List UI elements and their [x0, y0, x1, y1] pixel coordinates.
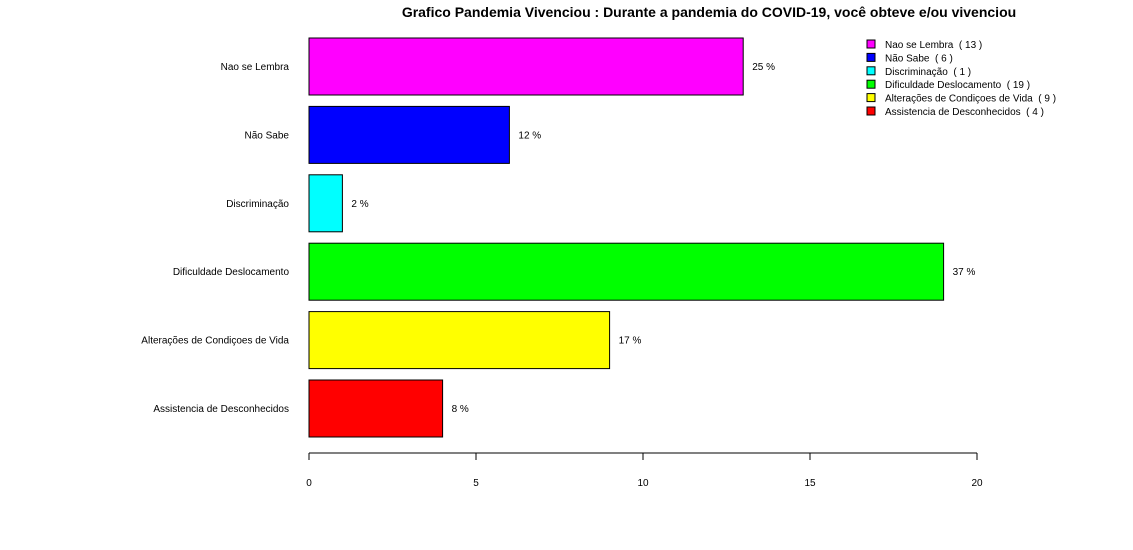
category-label: Não Sabe: [245, 130, 290, 141]
data-label: 17 %: [619, 336, 642, 347]
bar: [308, 105, 510, 164]
bar: [308, 37, 744, 96]
bar: [308, 174, 343, 233]
category-label: Nao se Lembra: [221, 62, 290, 73]
bar: [308, 311, 611, 370]
x-axis: 0 5 10 15 20: [306, 452, 983, 489]
chart-title: Grafico Pandemia Vivenciou : Durante a p…: [402, 4, 1016, 20]
data-label: 12 %: [518, 130, 541, 141]
category-label: Discriminação: [226, 199, 289, 210]
legend-label: Não Sabe ( 6 ): [885, 53, 953, 64]
legend-label: Alterações de Condiçoes de Vida ( 9 ): [885, 94, 1056, 105]
x-tick-label: 5: [473, 478, 479, 489]
legend-label: Dificuldade Deslocamento ( 19 ): [885, 80, 1030, 91]
x-tick-label: 10: [637, 478, 649, 489]
x-tick-label: 0: [306, 478, 312, 489]
legend-swatch: [866, 79, 876, 89]
legend-swatch: [866, 66, 876, 76]
legend-label: Discriminação ( 1 ): [885, 67, 971, 78]
data-label: 37 %: [953, 267, 976, 278]
legend-swatch: [866, 93, 876, 103]
x-tick-label: 15: [804, 478, 816, 489]
legend-label: Nao se Lembra ( 13 ): [885, 40, 982, 51]
data-label: 2 %: [351, 199, 368, 210]
legend-label: Assistencia de Desconhecidos ( 4 ): [885, 107, 1044, 118]
category-label: Assistencia de Desconhecidos: [153, 404, 289, 415]
legend-swatch: [866, 106, 876, 116]
category-label: Alterações de Condiçoes de Vida: [141, 336, 289, 347]
bar: [308, 379, 444, 438]
bar: [308, 242, 945, 301]
data-label: 25 %: [752, 62, 775, 73]
category-label: Dificuldade Deslocamento: [173, 267, 290, 278]
legend-swatch: [866, 52, 876, 62]
plot-area: Nao se Lembra 25 % Não Sabe 12 % Discriminaç…: [141, 37, 976, 438]
x-tick-label: 20: [971, 478, 983, 489]
data-label: 8 %: [452, 404, 469, 415]
legend: Nao se Lembra ( 13 ) Não Sabe ( 6 ) Discri…: [866, 39, 1056, 118]
legend-swatch: [866, 39, 876, 49]
